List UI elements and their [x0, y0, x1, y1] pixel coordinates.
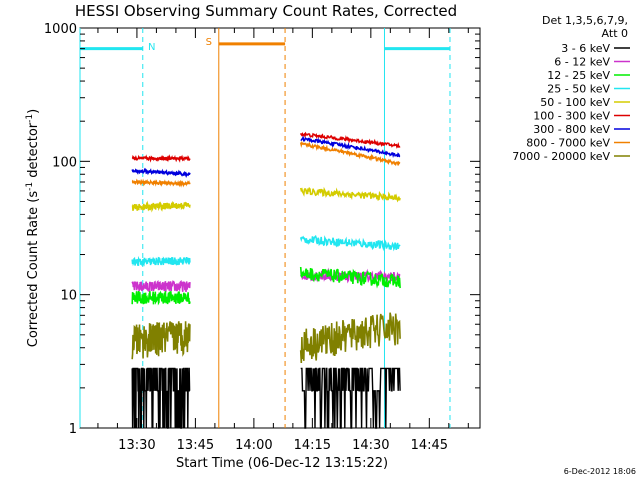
flag-label-S: S [206, 37, 212, 48]
series-line [131, 279, 191, 293]
series-line [131, 367, 191, 429]
series-line [131, 290, 191, 306]
series-line [131, 200, 191, 213]
x-tick-label: 14:00 [235, 438, 272, 453]
series-7000-20000keV [131, 312, 401, 364]
svg-text:Corrected Count Rate (s-1 dete: Corrected Count Rate (s-1 detector-1) [25, 109, 41, 347]
y-axis-label-main: Corrected Count Rate (s [26, 191, 41, 348]
x-tick-label: 13:45 [177, 438, 214, 453]
legend-label: 50 - 100 keV [540, 96, 610, 109]
series-100-300keV [131, 131, 401, 163]
series-layer [131, 131, 401, 429]
y-tick-label: 1 [69, 422, 77, 437]
chart-title: HESSI Observing Summary Count Rates, Cor… [75, 2, 457, 20]
series-12-25keV [131, 266, 401, 306]
legend-label: 300 - 800 keV [533, 123, 610, 136]
series-line [131, 154, 191, 163]
series-line [299, 140, 401, 167]
series-line [131, 167, 191, 179]
y-axis-label: Corrected Count Rate (s-1 detector-1) [25, 109, 41, 347]
x-tick-label: 13:30 [118, 438, 155, 453]
y-axis-label-sup1: -1 [25, 182, 35, 191]
series-line [299, 131, 401, 149]
series-3-6keV [131, 367, 401, 429]
x-tick-label: 14:15 [294, 438, 331, 453]
series-line [299, 234, 401, 252]
legend-label: 7000 - 20000 keV [512, 150, 610, 163]
y-axis-label-sup2: -1 [25, 114, 35, 123]
axes-layer: 1 10 100 1000 13:30 13:45 14:00 14:15 14:30 14:45 [44, 22, 480, 453]
plot-area [79, 27, 481, 429]
flag-label-N: N [148, 42, 155, 53]
series-line [131, 321, 191, 360]
series-line [300, 367, 401, 429]
series-300-800keV [131, 135, 401, 179]
series-line [299, 266, 401, 289]
legend-header-attenuator: Att 0 [602, 27, 628, 40]
series-line [300, 135, 401, 158]
series-line [299, 186, 401, 203]
y-tick-label: 1000 [44, 22, 77, 37]
footer-date: 6-Dec-2012 18:06 [564, 467, 636, 476]
y-tick-label: 100 [52, 155, 77, 170]
legend-header-detectors: Det 1,3,5,6,7,9, [542, 14, 628, 27]
x-tick-label: 14:45 [411, 438, 448, 453]
legend-label: 25 - 50 keV [547, 83, 610, 96]
x-axis-label: Start Time (06-Dec-12 13:15:22) [176, 456, 388, 471]
legend-label: 6 - 12 keV [554, 56, 610, 69]
series-25-50keV [131, 234, 401, 267]
series-50-100keV [131, 186, 401, 213]
series-line [131, 178, 191, 188]
x-tick-label: 14:30 [352, 438, 389, 453]
legend-label: 3 - 6 keV [561, 42, 610, 55]
series-line [299, 312, 401, 364]
series-line [131, 255, 191, 267]
legend-label: 800 - 7000 keV [526, 137, 610, 150]
y-axis-label-end: ) [26, 109, 41, 114]
legend-label: 12 - 25 keV [547, 69, 610, 82]
plot-frame [79, 27, 481, 429]
y-tick-label: 10 [60, 289, 77, 304]
series-800-7000keV [131, 140, 401, 188]
legend-label: 100 - 300 keV [533, 110, 610, 123]
y-axis-label-mid: detector [26, 122, 41, 182]
